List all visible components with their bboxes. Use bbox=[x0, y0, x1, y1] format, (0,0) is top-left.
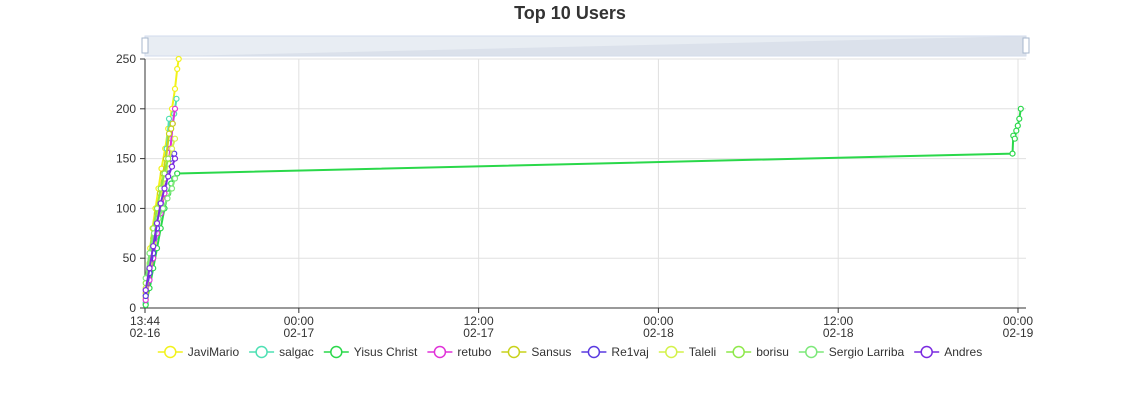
data-point bbox=[174, 170, 181, 177]
legend-label: borisu bbox=[756, 345, 789, 359]
legend-label: salgac bbox=[279, 345, 314, 359]
data-point bbox=[171, 105, 179, 112]
legend-item-javimario[interactable]: JaviMario bbox=[157, 345, 240, 359]
legend-label: Andres bbox=[944, 345, 982, 359]
chart-grid bbox=[145, 58, 1026, 308]
x-tick-label: 00:00 bbox=[1003, 314, 1033, 328]
y-tick-label: 200 bbox=[116, 102, 136, 116]
data-point bbox=[165, 115, 173, 122]
data-point bbox=[168, 145, 176, 152]
data-point bbox=[171, 135, 179, 142]
legend-label: JaviMario bbox=[188, 345, 240, 359]
x-tick-label: 02-16 bbox=[130, 326, 161, 340]
legend-item-re1vaj[interactable]: Re1vaj bbox=[581, 345, 649, 359]
y-tick-label: 250 bbox=[116, 52, 136, 66]
data-point bbox=[171, 85, 179, 93]
datazoom-handle-left[interactable] bbox=[141, 37, 149, 54]
series-line bbox=[144, 108, 1022, 306]
legend-marker bbox=[164, 345, 177, 359]
y-tick-label: 50 bbox=[123, 251, 137, 265]
data-point bbox=[142, 287, 149, 294]
legend-marker bbox=[920, 345, 933, 359]
legend-marker bbox=[665, 345, 678, 359]
legend-item-yisus-christ[interactable]: Yisus Christ bbox=[323, 345, 418, 359]
x-tick-label: 02-19 bbox=[1003, 326, 1034, 340]
data-point bbox=[168, 185, 176, 192]
series-sergio-larriba bbox=[142, 175, 179, 282]
y-tick-label: 100 bbox=[116, 201, 136, 215]
series-yisus-christ bbox=[142, 105, 1024, 309]
chart-legend[interactable]: JaviMario salgac Yisus Christ retubo Sansus R… bbox=[157, 345, 982, 359]
data-point bbox=[1013, 127, 1020, 134]
x-tick-label: 02-17 bbox=[463, 326, 494, 340]
chart-title: Top 10 Users bbox=[514, 3, 626, 23]
legend-marker bbox=[255, 345, 268, 359]
legend-marker bbox=[732, 345, 745, 359]
data-point bbox=[173, 95, 180, 102]
data-point bbox=[165, 173, 172, 180]
y-tick-label: 150 bbox=[116, 152, 136, 166]
x-tick-label: 12:00 bbox=[823, 314, 853, 328]
legend-marker bbox=[805, 345, 818, 359]
series-andres bbox=[142, 155, 179, 294]
data-point bbox=[1017, 105, 1024, 112]
y-tick-label: 0 bbox=[129, 301, 136, 315]
data-zoom-slider[interactable] bbox=[141, 35, 1030, 57]
data-point bbox=[161, 185, 168, 192]
x-tick-label: 13:44 bbox=[130, 314, 160, 328]
legend-item-andres[interactable]: Andres bbox=[914, 345, 982, 359]
data-point bbox=[146, 265, 153, 272]
data-point bbox=[157, 200, 164, 207]
x-tick-label: 12:00 bbox=[464, 314, 494, 328]
legend-marker bbox=[433, 345, 447, 359]
data-point bbox=[150, 243, 157, 250]
x-tick-label: 00:00 bbox=[643, 314, 673, 328]
data-point bbox=[171, 175, 179, 182]
legend-item-salgac[interactable]: salgac bbox=[249, 345, 314, 359]
datazoom-data-shadow bbox=[145, 36, 1026, 56]
legend-item-sergio-larriba[interactable]: Sergio Larriba bbox=[798, 345, 905, 359]
data-point bbox=[1014, 122, 1021, 129]
datazoom-handle-right[interactable] bbox=[1022, 37, 1030, 54]
chart-axes: 05010015020025013:4402-1600:0002-1712:00… bbox=[116, 52, 1034, 340]
chart-series bbox=[142, 55, 1024, 309]
data-point bbox=[142, 292, 149, 300]
data-point bbox=[1009, 150, 1016, 157]
legend-marker bbox=[587, 345, 601, 359]
data-point bbox=[153, 220, 161, 227]
data-point bbox=[1016, 115, 1023, 122]
legend-item-sansus[interactable]: Sansus bbox=[501, 345, 571, 359]
data-point bbox=[1011, 135, 1018, 142]
legend-marker bbox=[507, 345, 521, 359]
data-point bbox=[175, 55, 182, 63]
data-point bbox=[168, 163, 176, 170]
legend-label: retubo bbox=[457, 345, 491, 359]
data-point bbox=[159, 205, 167, 212]
data-point bbox=[142, 301, 149, 309]
data-point bbox=[169, 120, 176, 127]
legend-label: Sansus bbox=[531, 345, 571, 359]
legend-label: Sergio Larriba bbox=[829, 345, 905, 359]
x-tick-label: 02-18 bbox=[643, 326, 674, 340]
data-point bbox=[164, 195, 171, 202]
x-tick-label: 02-17 bbox=[283, 326, 314, 340]
data-point bbox=[165, 130, 173, 137]
data-point bbox=[174, 65, 181, 73]
legend-item-taleli[interactable]: Taleli bbox=[658, 345, 716, 359]
data-point bbox=[171, 150, 178, 157]
legend-label: Re1vaj bbox=[611, 345, 648, 359]
data-point bbox=[171, 155, 179, 162]
legend-label: Taleli bbox=[689, 345, 716, 359]
legend-item-borisu[interactable]: borisu bbox=[726, 345, 789, 359]
legend-item-retubo[interactable]: retubo bbox=[427, 345, 492, 359]
x-tick-label: 00:00 bbox=[284, 314, 314, 328]
data-point bbox=[165, 155, 172, 162]
legend-label: Yisus Christ bbox=[354, 345, 418, 359]
legend-marker bbox=[330, 345, 343, 359]
data-point bbox=[168, 125, 175, 132]
x-tick-label: 02-18 bbox=[823, 326, 854, 340]
